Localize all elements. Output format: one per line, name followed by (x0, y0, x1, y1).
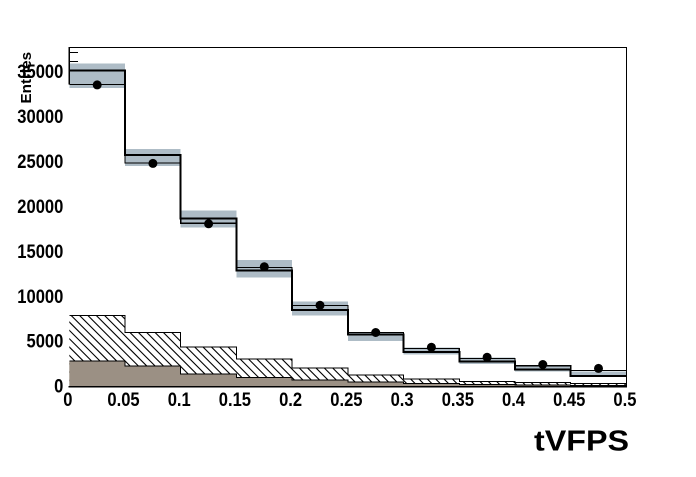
svg-text:20000: 20000 (17, 196, 63, 218)
svg-text:25000: 25000 (17, 151, 63, 173)
svg-text:15000: 15000 (17, 241, 63, 263)
svg-text:10000: 10000 (17, 286, 63, 308)
svg-text:tVFPS: tVFPS (534, 426, 629, 458)
svg-text:5000: 5000 (27, 331, 64, 353)
svg-text:0.2: 0.2 (279, 389, 302, 411)
svg-text:0.35: 0.35 (442, 389, 474, 411)
svg-text:0.5: 0.5 (613, 389, 636, 411)
svg-text:0.3: 0.3 (391, 389, 414, 411)
svg-text:0.25: 0.25 (330, 389, 362, 411)
svg-text:0.05: 0.05 (107, 389, 139, 411)
svg-text:0.1: 0.1 (168, 389, 191, 411)
svg-text:0.15: 0.15 (219, 389, 251, 411)
svg-text:Entries: Entries (18, 52, 35, 104)
svg-text:30000: 30000 (17, 106, 63, 128)
svg-text:0.45: 0.45 (553, 389, 585, 411)
svg-text:0.4: 0.4 (502, 389, 525, 411)
svg-text:0: 0 (54, 375, 63, 397)
svg-text:0: 0 (63, 389, 72, 411)
